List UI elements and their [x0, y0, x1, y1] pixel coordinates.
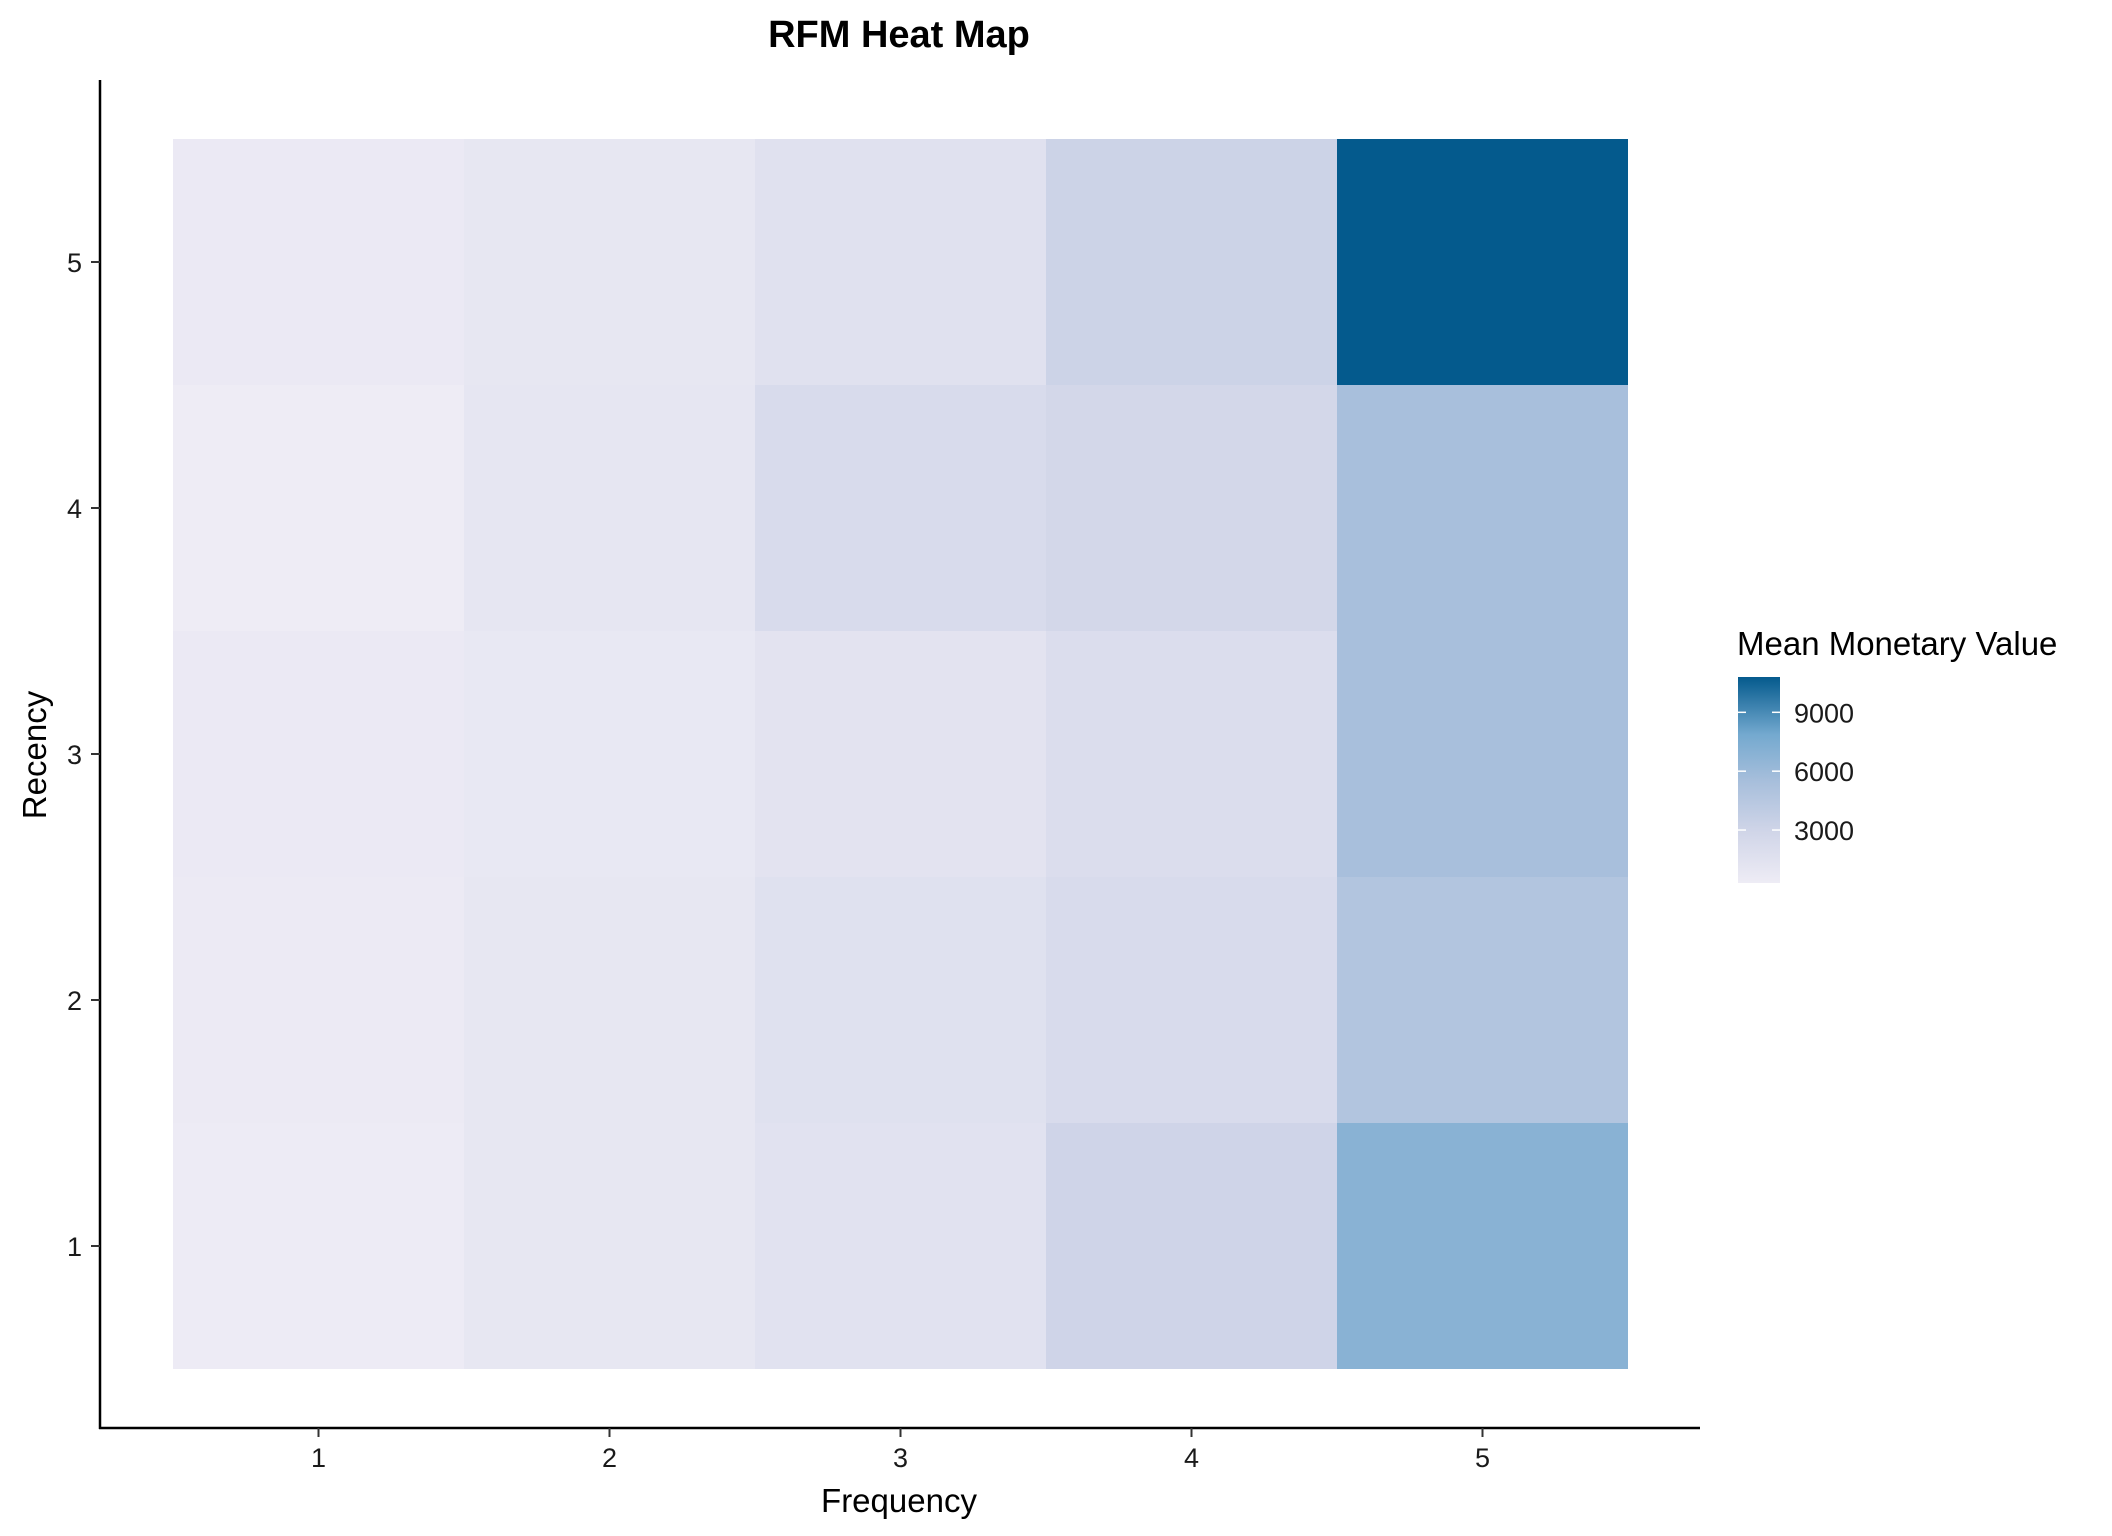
heatmap-cell-f3-r4 [755, 385, 1046, 631]
legend-colorbar [1738, 677, 1780, 883]
heatmap-cell-f1-r3 [173, 631, 464, 877]
heatmap-cell-f5-r3 [1337, 631, 1628, 877]
heatmap-cell-f5-r4 [1337, 385, 1628, 631]
y-axis-title: Recency [16, 690, 53, 819]
heatmap-cell-f4-r5 [1046, 139, 1337, 385]
x-tick-label-1: 1 [311, 1443, 326, 1473]
legend-ticks: 3000 6000 9000 [1738, 698, 1854, 846]
x-tick-label-5: 5 [1475, 1443, 1490, 1473]
heatmap-cell-f5-r2 [1337, 877, 1628, 1123]
heatmap-cell-f3-r1 [755, 1123, 1046, 1369]
heatmap-cell-f5-r5 [1337, 139, 1628, 385]
heatmap-cell-f3-r2 [755, 877, 1046, 1123]
chart-title: RFM Heat Map [768, 14, 1030, 56]
heatmap-cell-f3-r5 [755, 139, 1046, 385]
y-tick-label-5: 5 [67, 248, 82, 278]
x-axis-title: Frequency [821, 1482, 977, 1519]
heatmap-cell-f2-r4 [464, 385, 755, 631]
legend-title: Mean Monetary Value [1737, 625, 2057, 662]
heatmap-cells [173, 139, 1628, 1369]
y-tick-label-3: 3 [67, 740, 82, 770]
heatmap-cell-f2-r3 [464, 631, 755, 877]
color-legend: Mean Monetary Value 3000 6000 9000 [1737, 625, 2057, 883]
heatmap-cell-f1-r2 [173, 877, 464, 1123]
y-tick-label-4: 4 [67, 494, 82, 524]
heatmap-cell-f1-r5 [173, 139, 464, 385]
heatmap-cell-f3-r3 [755, 631, 1046, 877]
legend-tick-label-3000: 3000 [1794, 816, 1854, 846]
y-axis-ticks: 1 2 3 4 5 [67, 248, 100, 1262]
x-tick-label-3: 3 [893, 1443, 908, 1473]
heatmap-cell-f4-r1 [1046, 1123, 1337, 1369]
heatmap-cell-f5-r1 [1337, 1123, 1628, 1369]
heatmap-cell-f2-r1 [464, 1123, 755, 1369]
y-tick-label-1: 1 [67, 1232, 82, 1262]
heatmap-cell-f2-r2 [464, 877, 755, 1123]
heatmap-cell-f2-r5 [464, 139, 755, 385]
y-tick-label-2: 2 [67, 986, 82, 1016]
heatmap-cell-f4-r3 [1046, 631, 1337, 877]
legend-tick-label-9000: 9000 [1794, 698, 1854, 728]
heatmap-cell-f1-r4 [173, 385, 464, 631]
x-tick-label-4: 4 [1184, 1443, 1199, 1473]
x-tick-label-2: 2 [602, 1443, 617, 1473]
heatmap-cell-f4-r2 [1046, 877, 1337, 1123]
legend-tick-label-6000: 6000 [1794, 757, 1854, 787]
heatmap-cell-f1-r1 [173, 1123, 464, 1369]
x-axis-ticks: 1 2 3 4 5 [311, 1428, 1490, 1473]
heatmap-cell-f4-r4 [1046, 385, 1337, 631]
